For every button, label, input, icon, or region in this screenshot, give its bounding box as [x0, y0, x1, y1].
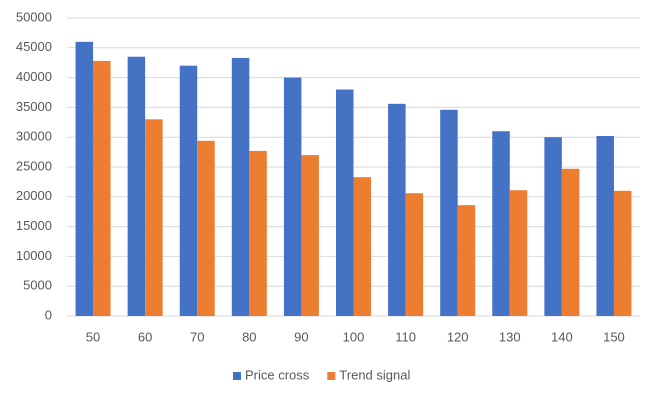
bar — [457, 205, 476, 316]
bar — [492, 131, 510, 316]
bar — [249, 150, 267, 316]
y-tick-label: 20000 — [16, 188, 52, 203]
bar — [93, 60, 111, 316]
y-tick-label: 50000 — [16, 9, 52, 24]
bar — [336, 89, 354, 317]
y-tick-label: 10000 — [16, 248, 52, 263]
x-tick-label: 50 — [86, 329, 100, 344]
x-tick-label: 80 — [242, 329, 256, 344]
y-tick-label: 35000 — [16, 99, 52, 114]
legend-label: Trend signal — [339, 367, 410, 382]
y-tick-label: 5000 — [23, 278, 52, 293]
y-tick-label: 0 — [45, 307, 52, 322]
bar — [179, 65, 198, 317]
bar — [440, 109, 458, 316]
bar — [197, 140, 215, 316]
legend-swatch — [233, 372, 241, 380]
y-tick-label: 30000 — [16, 129, 52, 144]
bar — [613, 190, 632, 316]
x-tick-label: 150 — [603, 329, 625, 344]
bar — [127, 56, 146, 317]
bar — [75, 41, 94, 317]
bar — [596, 136, 614, 316]
y-tick-label: 40000 — [16, 69, 52, 84]
x-tick-label: 90 — [294, 329, 308, 344]
bar — [301, 155, 319, 316]
x-tick-label: 70 — [190, 329, 204, 344]
bar — [544, 137, 562, 316]
x-tick-label: 60 — [138, 329, 152, 344]
bar — [509, 190, 528, 316]
bar — [388, 103, 406, 316]
bar — [145, 119, 163, 316]
bar — [561, 168, 580, 316]
x-tick-label: 120 — [447, 329, 469, 344]
legend-label: Price cross — [245, 367, 310, 382]
x-tick-label: 140 — [551, 329, 573, 344]
y-tick-label: 25000 — [16, 158, 52, 173]
x-tick-label: 100 — [343, 329, 365, 344]
bar — [283, 77, 302, 316]
bar — [231, 57, 250, 316]
legend-swatch — [327, 372, 336, 380]
y-tick-label: 15000 — [16, 218, 52, 233]
x-tick-label: 130 — [499, 329, 521, 344]
y-tick-label: 45000 — [16, 39, 52, 54]
x-tick-label: 110 — [395, 329, 416, 344]
bar — [405, 193, 424, 316]
bar — [353, 177, 371, 316]
